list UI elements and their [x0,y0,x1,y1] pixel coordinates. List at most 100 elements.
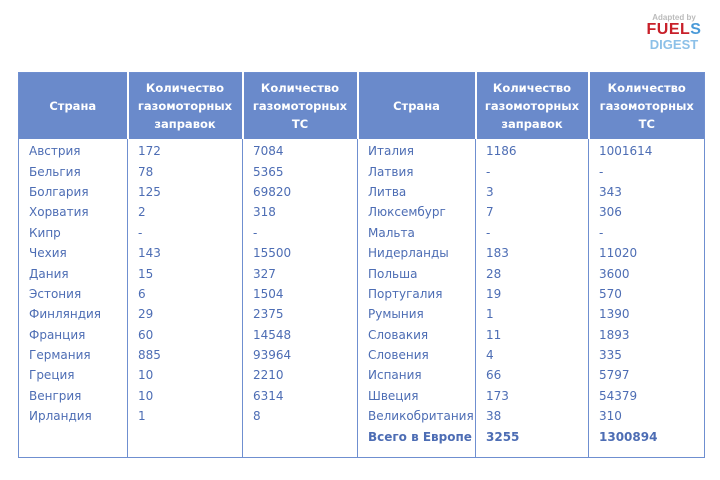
cell-vehicles: 14548 [242,324,358,345]
cell-vehicles: 11020 [588,242,705,264]
header-vehicles: Количество газомоторных ТС [587,72,705,139]
cell-stations: 60 [127,324,243,345]
cell-vehicles: 343 [588,181,705,203]
cell-stations: 1 [127,406,243,427]
cell-country: Австрия [29,144,81,159]
cell-empty [242,426,358,447]
cell-country: Бельгия [29,164,81,179]
cell-empty [242,446,358,458]
cell-country: Ирландия [29,409,92,424]
cell-country: Франция [29,327,86,342]
cell-empty [19,426,128,446]
cell-vehicles: 2210 [242,365,358,386]
cell-country: Нидерланды [357,242,476,264]
cell-stations: 10 [127,365,243,386]
logo-adapted-text: Adapted by [652,13,696,22]
cell-vehicles: 335 [588,344,705,366]
cell-vehicles: 3600 [588,263,705,284]
cell-country: Эстония [29,286,82,301]
table-row: Германия 885 93964 Словения 4 335 [19,344,705,366]
table-row: Ирландия 1 8 Великобритания 38 310 [19,406,705,427]
gas-stations-table: Страна Количество газомоторных заправок … [18,72,705,458]
cell-vehicles: 7084 [242,139,358,162]
logo-fuel: FUEL [646,21,691,38]
cell-country: Чехия [29,246,67,261]
cell-stations: 172 [127,139,243,162]
cell-empty [475,446,589,458]
cell-country: Словения [357,344,476,366]
cell-vehicles: 1001614 [588,139,705,162]
cell-stations: 38 [475,406,589,427]
cell-country: Швеция [357,385,476,407]
cell-stations: - [475,161,589,182]
table-row: Франция 60 14548 Словакия 11 1893 [19,324,705,345]
cell-country: Латвия [357,161,476,182]
cell-country: Мальта [357,222,476,243]
cell-country: Италия [357,139,476,162]
cell-vehicles: - [588,222,705,243]
cell-empty [588,446,705,458]
cell-country: Греция [29,368,75,383]
cell-vehicles: 1390 [588,304,705,325]
cell-country: Финляндия [29,307,102,322]
cell-country: Хорватия [29,205,89,220]
table-row: Австрия 172 7084 Италия 1186 1001614 [19,139,705,162]
cell-country: Кипр [29,225,61,240]
cell-vehicles: 5365 [242,161,358,182]
cell-vehicles: 318 [242,202,358,223]
logo-fuel-text: FUELS [640,22,708,38]
cell-empty [127,426,243,447]
cell-vehicles: - [588,161,705,182]
cell-stations: 29 [127,304,243,325]
table-row: Бельгия 78 5365 Латвия - - [19,161,705,182]
cell-stations: 7 [475,202,589,223]
cell-vehicles: 1893 [588,324,705,345]
cell-country: Литва [357,181,476,203]
header-vehicles: Количество газомоторных ТС [241,72,358,139]
cell-country: Венгрия [29,388,82,403]
cell-vehicles: 69820 [242,181,358,203]
cell-vehicles: - [242,222,358,243]
cell-country: Люксембург [357,202,476,223]
cell-vehicles: 570 [588,283,705,305]
cell-stations: 15 [127,263,243,284]
table-padding-row [19,446,705,458]
cell-stations: 10 [127,385,243,407]
cell-country: Дания [29,266,69,281]
cell-stations: 28 [475,263,589,284]
cell-stations: 78 [127,161,243,182]
logo-swirl-icon: S [690,21,702,38]
cell-stations: 125 [127,181,243,203]
cell-stations: - [475,222,589,243]
cell-vehicles: 327 [242,263,358,284]
cell-total-vehicles: 1300894 [588,426,705,447]
table-row: Греция 10 2210 Испания 66 5797 [19,365,705,386]
cell-country: Словакия [357,324,476,345]
cell-stations: 885 [127,344,243,366]
table-row: Финляндия 29 2375 Румыния 1 1390 [19,304,705,325]
cell-vehicles: 306 [588,202,705,223]
logo-digest-text: DIGEST [649,37,699,52]
table-row: Эстония 6 1504 Португалия 19 570 [19,283,705,305]
cell-total-stations: 3255 [475,426,589,447]
cell-country: Польша [357,263,476,284]
cell-stations: 11 [475,324,589,345]
cell-stations: 66 [475,365,589,386]
cell-empty [127,446,243,458]
cell-stations: 1 [475,304,589,325]
header-country: Страна [18,72,128,139]
header-stations: Количество газомоторных заправок [474,72,589,139]
cell-total-label: Всего в Европе [357,426,476,447]
cell-vehicles: 8 [242,406,358,427]
table-row: Болгария 125 69820 Литва 3 343 [19,181,705,203]
cell-country: Великобритания [357,406,476,427]
cell-vehicles: 93964 [242,344,358,366]
cell-stations: 2 [127,202,243,223]
cell-stations: 143 [127,242,243,264]
table-row: Кипр - - Мальта - - [19,222,705,243]
cell-country: Румыния [357,304,476,325]
cell-country: Болгария [29,184,89,199]
table-row-total: Всего в Европе 3255 1300894 [19,426,705,447]
cell-stations: 3 [475,181,589,203]
cell-vehicles: 6314 [242,385,358,407]
